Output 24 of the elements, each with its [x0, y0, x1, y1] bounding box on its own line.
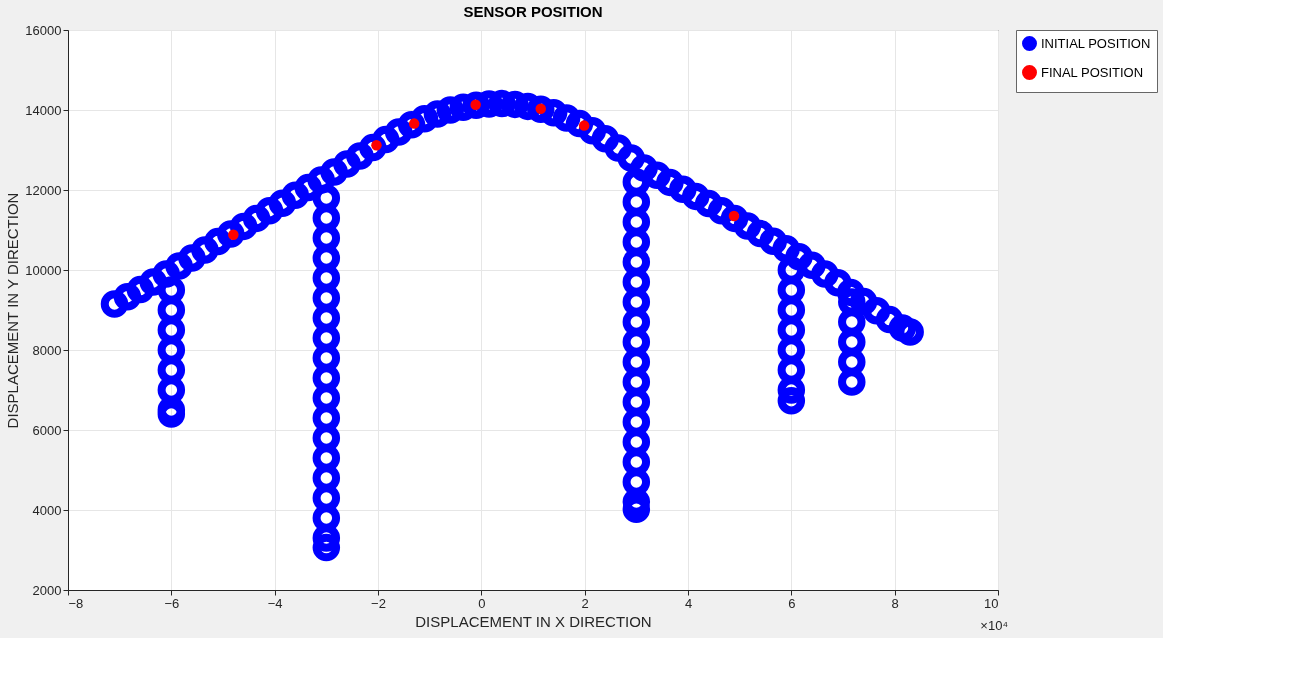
y-tick-label: 14000 — [25, 102, 62, 118]
y-tick-label: 16000 — [25, 22, 62, 38]
x-tick-label: 8 — [891, 595, 899, 611]
x-tick-label: 10 — [984, 595, 999, 611]
text: ×10⁴ — [980, 618, 1008, 633]
y-tick-label: 10000 — [25, 262, 62, 278]
y-tick-label: 2000 — [32, 582, 62, 598]
x-tick-label: 6 — [788, 595, 796, 611]
y-tick-label: 12000 — [25, 182, 62, 198]
x-tick-label: 4 — [684, 595, 693, 611]
legend-label: FINAL POSITION — [1041, 64, 1144, 80]
y-tick-label: 4000 — [32, 502, 62, 518]
x-tick-label: 0 — [478, 595, 486, 611]
x-tick-label: −8 — [68, 595, 84, 611]
x-tick-label: −6 — [164, 595, 180, 611]
x-axis-title: DISPLACEMENT IN X DIRECTION — [415, 612, 652, 630]
y-axis-title: DISPLACEMENT IN Y DIRECTION — [4, 192, 22, 429]
legend-label: INITIAL POSITION — [1041, 35, 1151, 51]
x-tick-label: −2 — [371, 595, 386, 611]
y-tick-label: 8000 — [32, 342, 62, 358]
x-tick-label: 2 — [581, 595, 589, 611]
chart-title: SENSOR POSITION — [463, 3, 603, 20]
x-tick-label: −4 — [267, 595, 283, 611]
y-tick-label: 6000 — [32, 422, 62, 438]
